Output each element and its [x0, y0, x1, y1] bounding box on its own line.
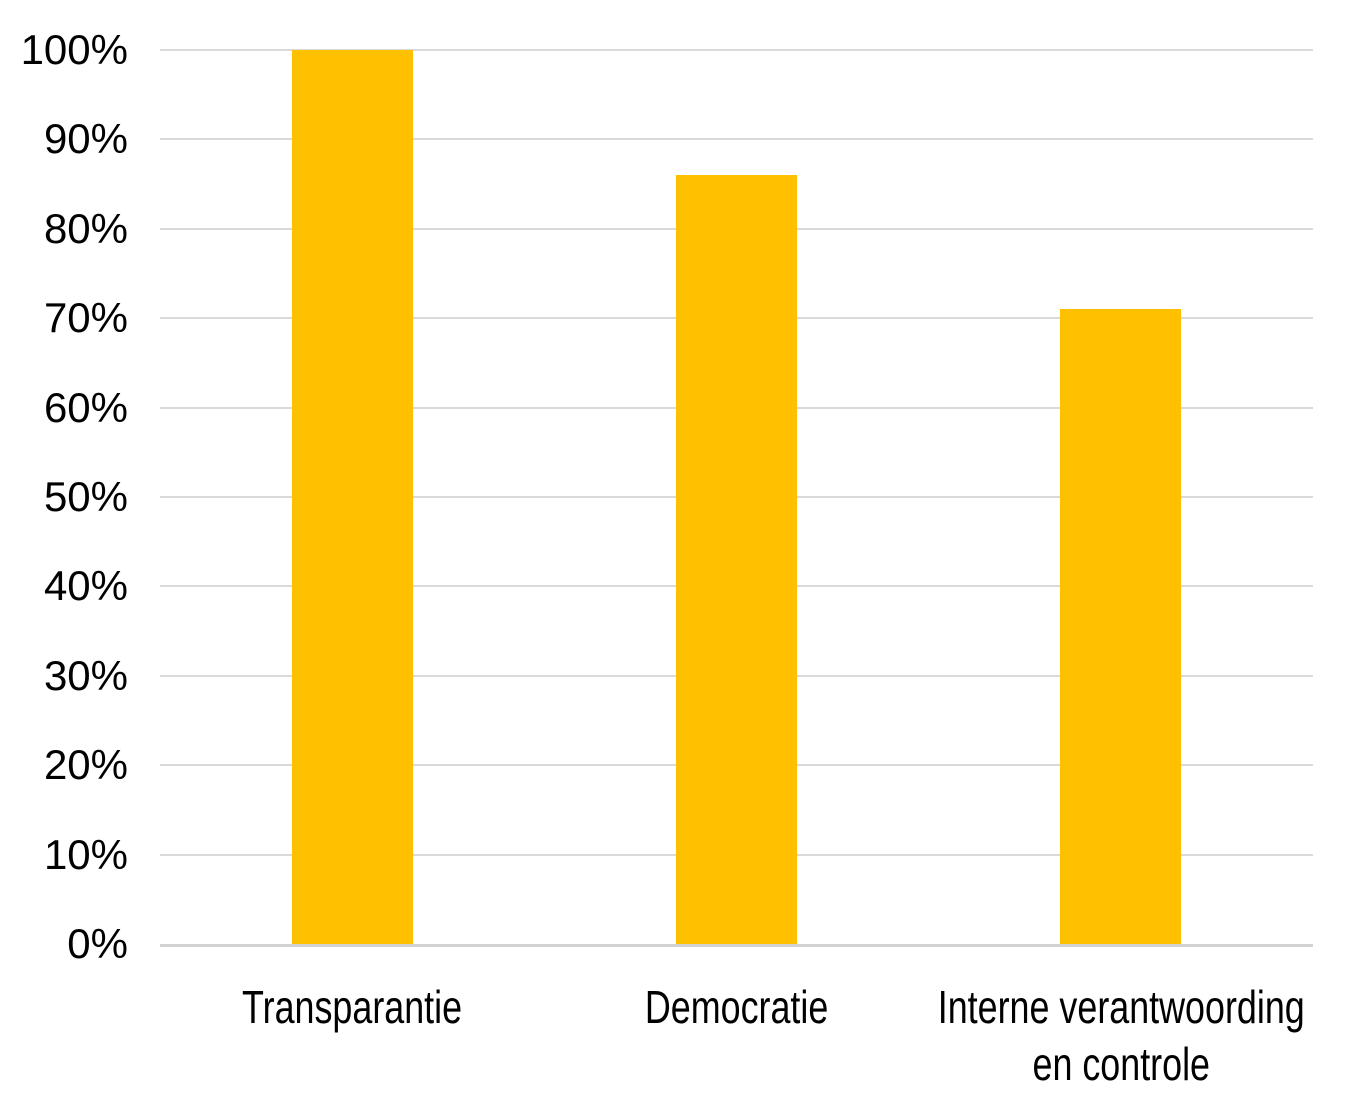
y-tick-label: 20% — [43, 741, 128, 789]
y-tick-label: 60% — [43, 383, 128, 431]
bar — [676, 175, 797, 944]
gridline — [160, 138, 1313, 141]
y-tick-label: 90% — [43, 115, 128, 163]
x-category-label: Democratie — [427, 979, 1047, 1036]
y-tick-label: 70% — [43, 294, 128, 342]
x-axis-line — [160, 944, 1313, 947]
y-tick-label: 80% — [43, 204, 128, 252]
y-tick-label: 30% — [43, 651, 128, 699]
bar — [292, 50, 413, 944]
x-category-label: Transparantie — [42, 979, 662, 1036]
y-tick-label: 40% — [43, 562, 128, 610]
bar — [1060, 309, 1181, 944]
x-category-label-text: Democratie — [645, 981, 829, 1033]
y-tick-label: 0% — [67, 920, 128, 967]
y-tick-label: 10% — [43, 830, 128, 878]
y-tick-label: 50% — [43, 473, 128, 520]
x-category-label: Interne verantwoording en controle — [811, 979, 1364, 1093]
x-category-label-text: Transparantie — [241, 981, 463, 1033]
x-category-label-text: Interne verantwoording en controle — [937, 981, 1305, 1090]
gridline — [160, 49, 1313, 51]
y-tick-label: 100% — [20, 26, 128, 73]
